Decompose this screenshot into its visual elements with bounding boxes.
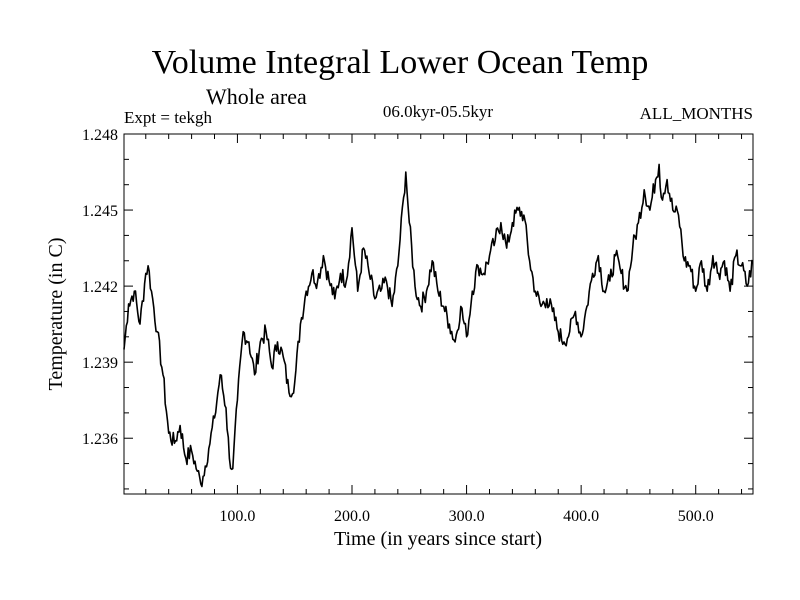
chart-title: Volume Integral Lower Ocean Temp [151,44,649,81]
x-axis-label: Time (in years since start) [334,528,542,550]
y-axis-label: Temperature (in C) [45,238,67,391]
period-label: 06.0kyr-05.5kyr [382,102,494,121]
season-label: ALL_MONTHS [639,104,753,123]
x-tick-label: 100.0 [219,508,255,525]
x-tick-label: 400.0 [563,508,599,525]
y-tick-label: 1.245 [82,203,118,220]
y-tick-label: 1.239 [82,355,118,372]
y-tick-label: 1.236 [82,431,118,448]
x-tick-label: 500.0 [678,508,714,525]
y-tick-label: 1.248 [82,127,118,144]
x-tick-label: 300.0 [449,508,485,525]
series-line [123,163,754,488]
y-tick-label: 1.242 [82,279,118,296]
x-tick-label: 200.0 [334,508,370,525]
chart-subtitle: Whole area [206,84,307,109]
experiment-label: Expt = tekgh [124,108,212,127]
plot-frame [123,133,754,495]
tick-group: 100.0 200.0 300.0 400.0 500.0 1.236 1.239 1.242… [82,127,753,525]
